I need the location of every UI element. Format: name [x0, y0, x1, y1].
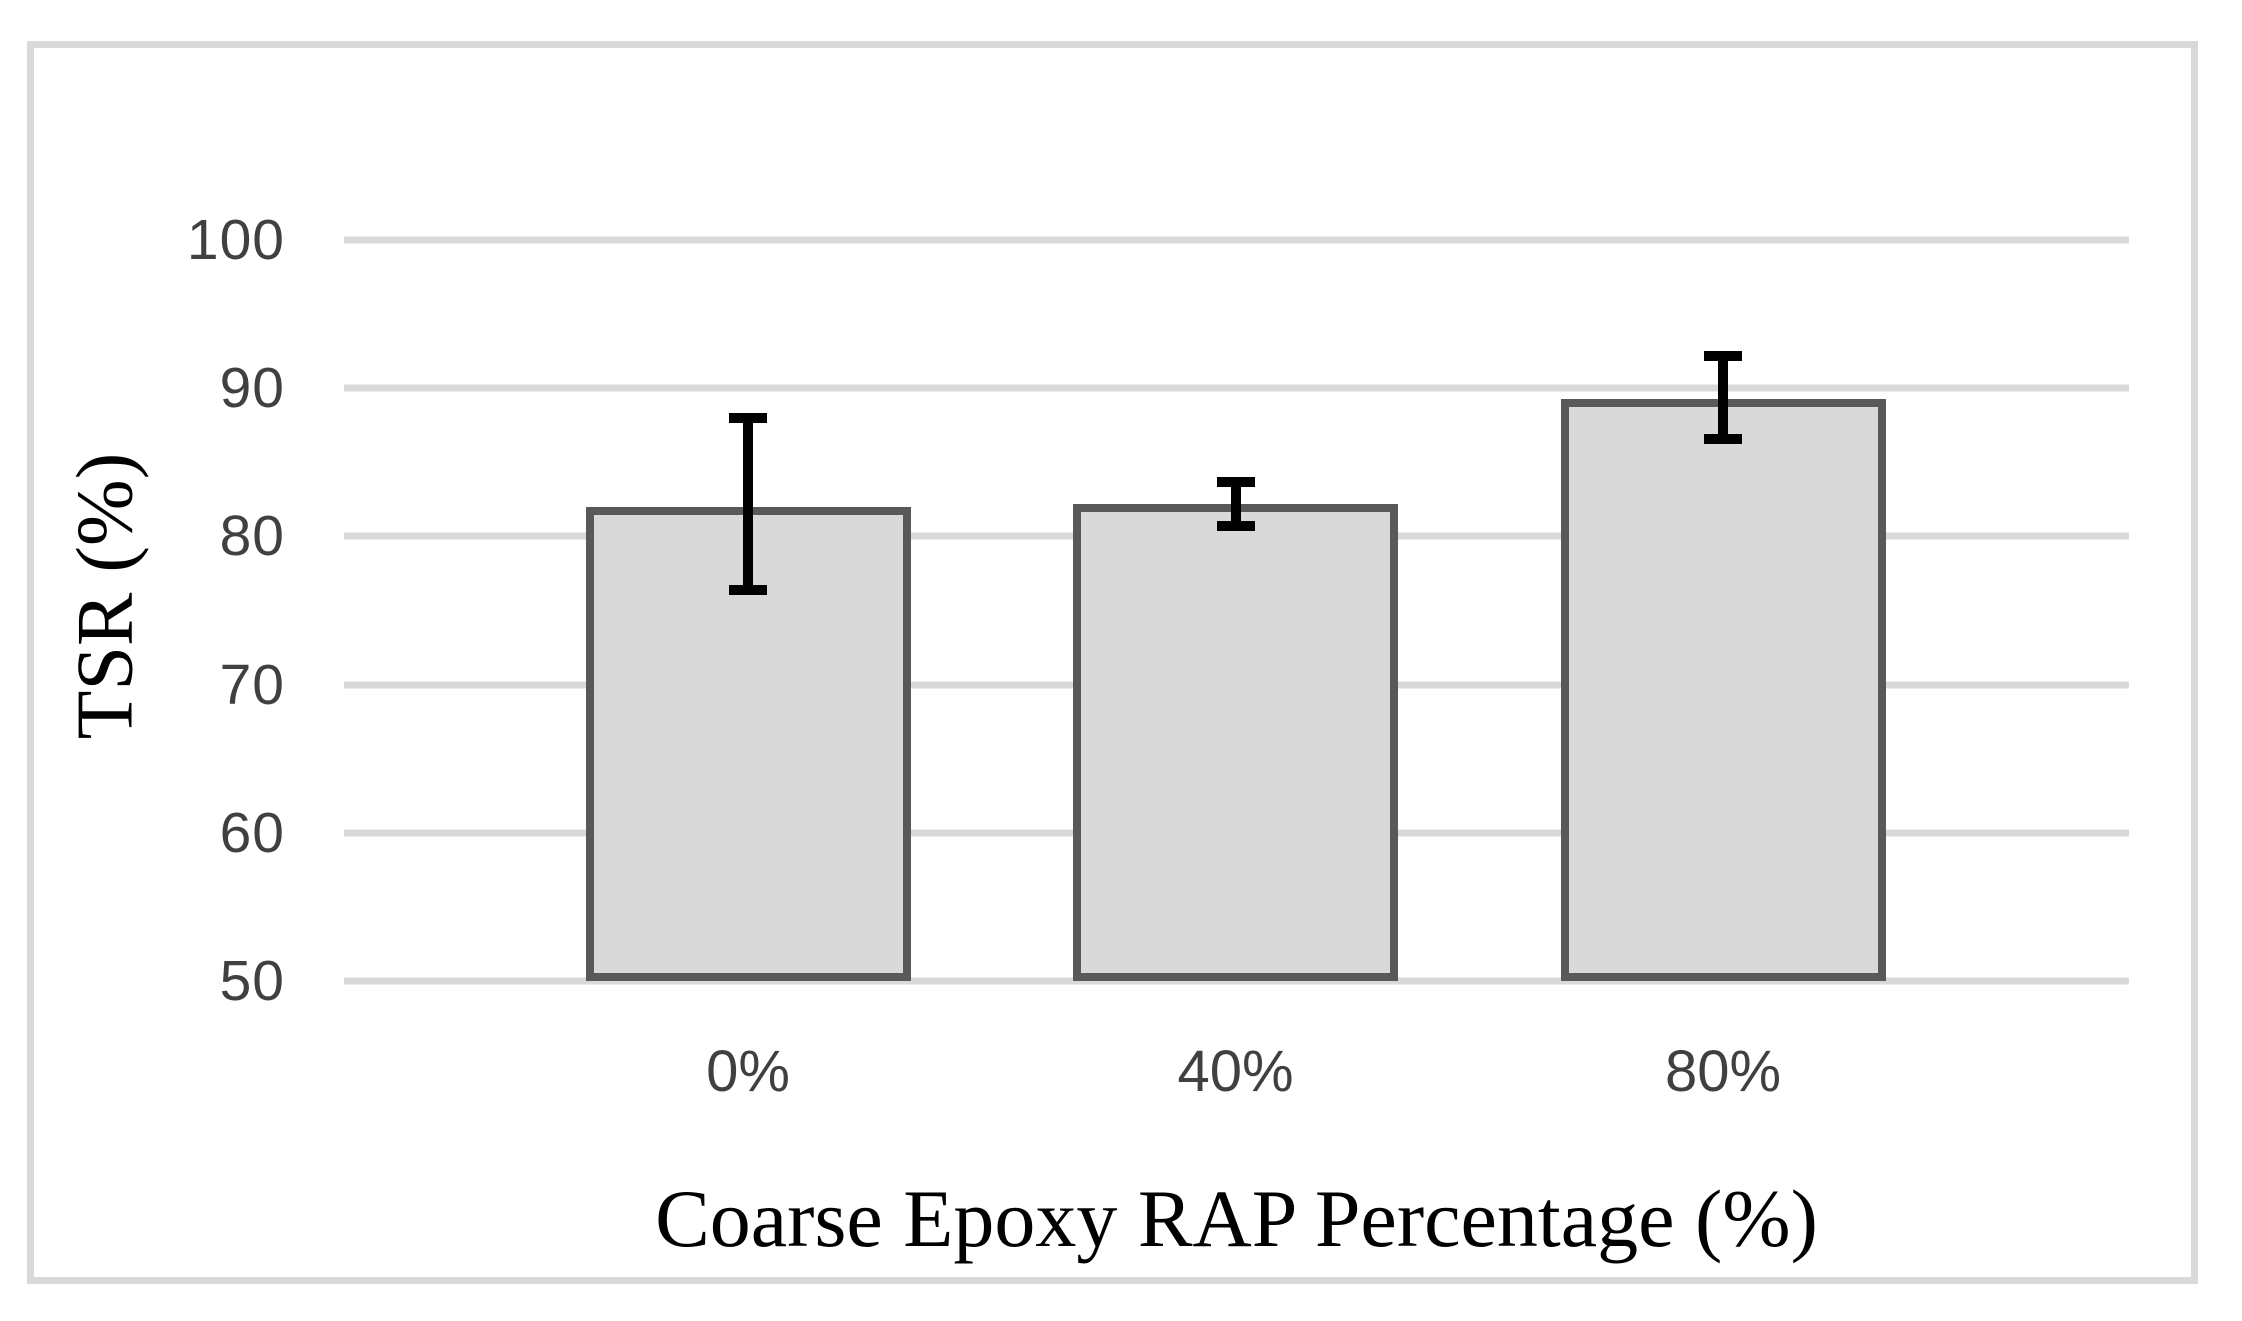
- bar-40%: [1073, 503, 1398, 981]
- bar-80%: [1560, 398, 1886, 981]
- y-tick-label-70: 70: [219, 652, 285, 717]
- x-tick-label-40%: 40%: [1177, 1039, 1294, 1104]
- x-tick-label-0%: 0%: [706, 1039, 790, 1104]
- x-axis-title: Coarse Epoxy RAP Percentage (%): [655, 1173, 1818, 1264]
- error-bar-cap-low-40%: [1216, 521, 1255, 532]
- plot-area: [344, 236, 2129, 985]
- y-tick-label-60: 60: [219, 800, 285, 865]
- error-bar-cap-high-80%: [1704, 350, 1742, 361]
- error-bar-stem-80%: [1718, 355, 1728, 439]
- error-bar-stem-40%: [1230, 481, 1241, 527]
- y-axis-title: TSR (%): [61, 452, 150, 740]
- y-tick-label-90: 90: [219, 356, 285, 421]
- error-bar-cap-high-40%: [1216, 476, 1255, 487]
- y-tick-label-80: 80: [219, 504, 285, 569]
- gridline-y-50: [344, 977, 2129, 985]
- y-tick-label-100: 100: [186, 208, 285, 272]
- error-bar-cap-low-0%: [729, 584, 767, 595]
- y-tick-label-50: 50: [219, 949, 285, 1013]
- chart-border-frame: [27, 41, 2198, 1284]
- gridline-y-90: [344, 384, 2129, 392]
- error-bar-stem-0%: [743, 417, 753, 590]
- error-bar-cap-low-80%: [1704, 433, 1742, 444]
- error-bar-cap-high-0%: [729, 412, 767, 423]
- x-tick-label-80%: 80%: [1664, 1039, 1782, 1104]
- gridline-y-100: [344, 236, 2129, 244]
